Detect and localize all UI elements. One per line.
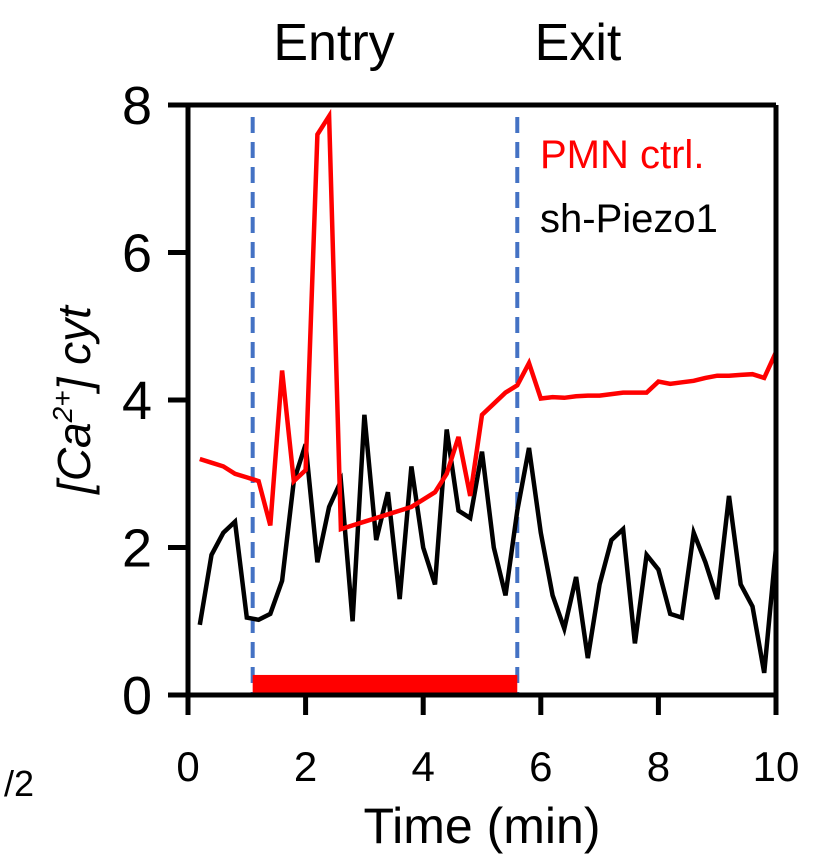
legend-entry-pmn-ctrl: PMN ctrl. <box>540 133 704 177</box>
entry-annotation: Entry <box>273 14 394 72</box>
y-axis-title-close: ] cyt <box>48 304 100 395</box>
legend-entry-sh-piezo1: sh-Piezo1 <box>540 197 718 241</box>
y-tick-label-4: 8 <box>122 76 152 136</box>
exit-annotation: Exit <box>535 14 622 72</box>
cropped-edge-text: /2 <box>4 763 34 804</box>
x-tick-label-5: 10 <box>753 743 800 790</box>
x-tick-label-1: 2 <box>294 743 317 790</box>
y-axis-title: [Ca2+] cyt <box>47 304 100 495</box>
x-axis-title: Time (min) <box>363 798 600 854</box>
x-tick-label-4: 8 <box>647 743 670 790</box>
duration-bar <box>252 674 518 693</box>
series-line-1 <box>197 414 779 674</box>
y-tick-label-2: 4 <box>122 371 152 431</box>
y-tick-label-1: 2 <box>122 519 152 579</box>
x-tick-label-0: 0 <box>176 743 199 790</box>
x-tick-label-3: 6 <box>529 743 552 790</box>
plot-area: 0 2 4 6 8 10 0 2 4 6 8 <box>122 76 799 790</box>
series-line-0 <box>199 108 779 533</box>
y-axis-title-open: [Ca <box>48 422 100 495</box>
y-tick-label-0: 0 <box>122 666 152 726</box>
y-axis-title-superscript: 2+ <box>47 390 78 423</box>
y-tick-label-3: 6 <box>122 224 152 284</box>
x-tick-label-2: 4 <box>412 743 435 790</box>
